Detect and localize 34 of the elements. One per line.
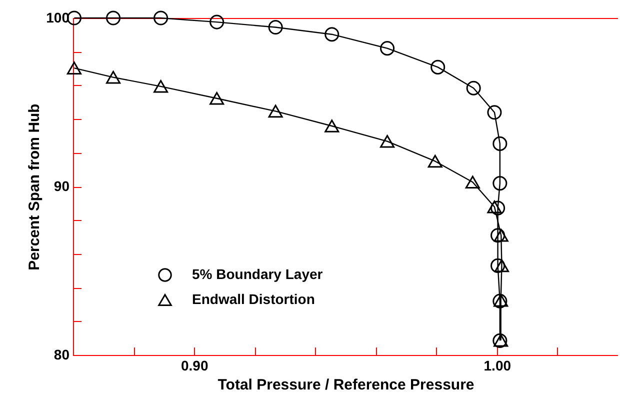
point	[324, 120, 340, 132]
point	[268, 20, 283, 35]
point	[380, 41, 395, 56]
point	[428, 154, 442, 168]
x-tick-label: 1.00	[484, 358, 512, 374]
point	[154, 80, 168, 93]
point	[66, 62, 82, 74]
point	[466, 80, 481, 96]
x-tick-label: 0.90	[180, 358, 208, 374]
point	[487, 105, 502, 120]
y-tick-label: 80	[54, 346, 70, 362]
point	[490, 228, 506, 243]
point	[494, 259, 509, 272]
point	[465, 176, 480, 189]
point	[490, 258, 506, 273]
point	[494, 228, 508, 242]
point	[210, 92, 224, 105]
point	[106, 10, 121, 26]
point	[430, 60, 446, 74]
y-axis-title: Percent Span from Hub	[26, 104, 44, 270]
point	[210, 14, 224, 30]
point	[268, 104, 283, 118]
point	[380, 134, 395, 148]
point	[492, 136, 508, 151]
point	[324, 27, 340, 42]
legend-label: Endwall Distortion	[192, 291, 315, 307]
legend-label: 5% Boundary Layer	[192, 266, 324, 282]
point	[106, 70, 121, 84]
point	[154, 10, 168, 26]
point	[487, 200, 502, 214]
point	[492, 176, 508, 191]
x-axis-title: Total Pressure / Reference Pressure	[218, 376, 474, 394]
y-tick-label: 90	[54, 178, 70, 194]
point	[490, 200, 506, 216]
